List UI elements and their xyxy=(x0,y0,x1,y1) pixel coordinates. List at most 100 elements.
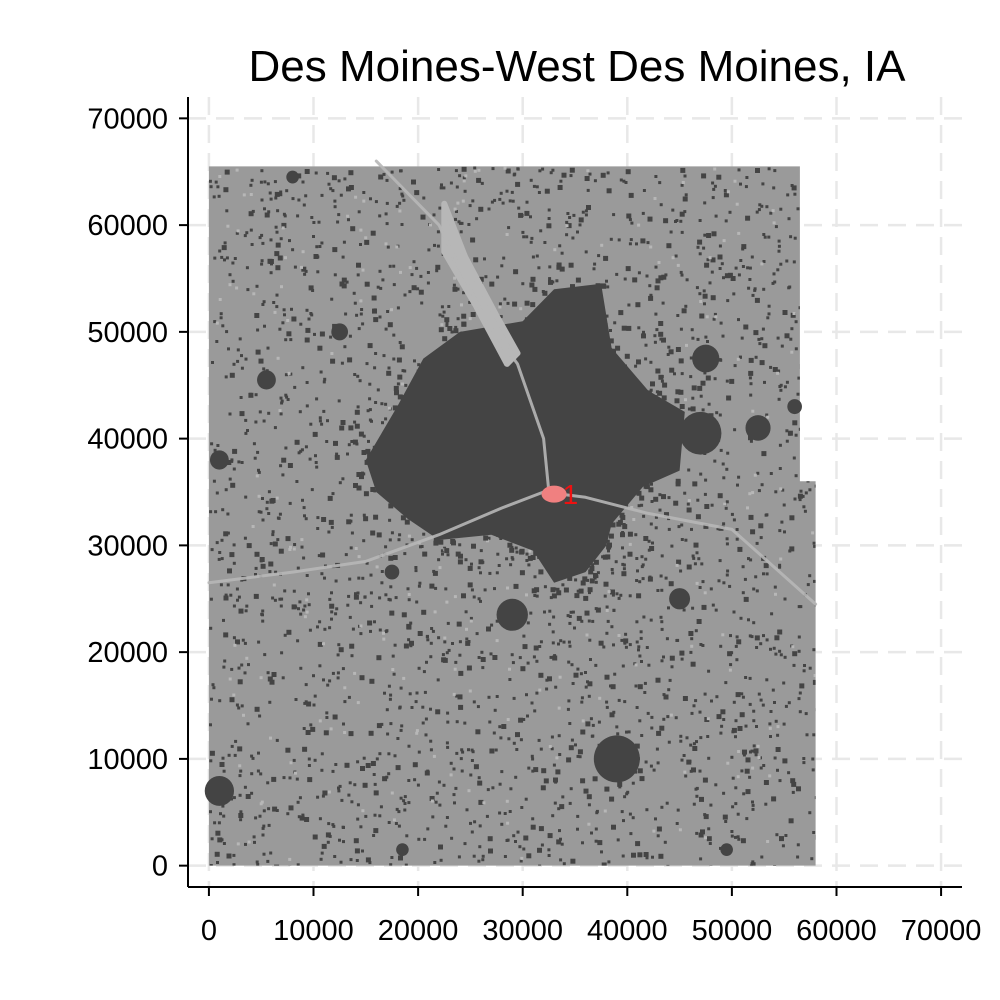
urban-speckle xyxy=(370,230,376,236)
urban-speckle xyxy=(263,324,266,328)
light-speckle xyxy=(255,474,259,478)
urban-speckle xyxy=(445,321,449,325)
urban-speckle xyxy=(691,385,697,391)
urban-speckle xyxy=(799,489,803,493)
urban-speckle xyxy=(490,200,494,204)
urban-speckle xyxy=(373,620,376,624)
light-speckle xyxy=(375,565,379,569)
urban-speckle xyxy=(646,241,650,245)
urban-speckle xyxy=(557,642,560,646)
urban-speckle xyxy=(514,775,518,779)
urban-speckle xyxy=(223,258,226,262)
urban-edge-speckle xyxy=(334,454,340,460)
urban-speckle xyxy=(463,842,467,846)
urban-speckle xyxy=(227,753,231,757)
urban-edge-speckle xyxy=(620,532,625,538)
urban-speckle xyxy=(759,766,763,770)
urban-speckle xyxy=(628,242,632,246)
urban-speckle xyxy=(568,615,572,618)
urban-speckle xyxy=(811,768,815,772)
light-speckle xyxy=(477,168,481,172)
urban-speckle xyxy=(447,648,451,652)
urban-speckle xyxy=(673,372,676,376)
urban-speckle xyxy=(262,809,266,813)
light-speckle xyxy=(294,771,297,775)
urban-speckle xyxy=(532,655,536,659)
urban-speckle xyxy=(256,328,260,332)
urban-speckle xyxy=(333,440,338,446)
urban-speckle xyxy=(304,817,310,822)
light-speckle xyxy=(779,557,783,561)
light-speckle xyxy=(607,590,611,594)
urban-speckle xyxy=(699,643,703,646)
urban-speckle xyxy=(439,186,443,190)
urban-speckle xyxy=(749,439,753,443)
urban-speckle xyxy=(321,517,327,522)
urban-speckle xyxy=(341,283,347,289)
urban-speckle xyxy=(279,237,283,241)
urban-speckle xyxy=(423,690,427,694)
urban-speckle xyxy=(798,691,802,695)
urban-speckle xyxy=(293,385,297,389)
light-speckle xyxy=(440,323,444,327)
urban-speckle xyxy=(347,357,353,363)
urban-speckle xyxy=(641,333,646,339)
urban-speckle xyxy=(278,597,282,601)
urban-speckle xyxy=(610,625,614,629)
urban-speckle xyxy=(580,778,586,784)
urban-speckle xyxy=(742,753,746,757)
urban-speckle xyxy=(629,832,633,836)
urban-speckle xyxy=(432,213,436,217)
light-speckle xyxy=(581,719,585,723)
urban-speckle xyxy=(755,168,760,173)
light-speckle xyxy=(498,305,502,309)
urban-speckle xyxy=(404,383,408,387)
urban-speckle xyxy=(725,573,729,577)
urban-speckle xyxy=(496,275,500,279)
light-speckle xyxy=(464,174,468,178)
urban-speckle xyxy=(765,572,769,576)
urban-speckle xyxy=(596,571,600,575)
urban-speckle xyxy=(734,644,738,648)
urban-speckle xyxy=(269,542,273,546)
urban-speckle xyxy=(690,711,694,715)
urban-speckle xyxy=(450,836,454,840)
urban-speckle xyxy=(334,579,338,583)
urban-speckle xyxy=(499,315,503,319)
urban-speckle xyxy=(777,629,783,635)
urban-speckle xyxy=(437,780,441,784)
urban-speckle xyxy=(640,555,644,559)
urban-speckle xyxy=(402,198,406,202)
urban-speckle xyxy=(336,671,340,675)
urban-speckle xyxy=(475,729,481,735)
light-speckle xyxy=(790,350,794,354)
urban-speckle xyxy=(477,566,481,570)
urban-speckle xyxy=(301,366,305,370)
urban-speckle xyxy=(250,178,254,182)
urban-speckle xyxy=(681,308,687,314)
urban-speckle xyxy=(268,561,274,567)
urban-speckle xyxy=(813,544,816,548)
urban-speckle xyxy=(679,650,685,656)
urban-speckle xyxy=(787,701,791,705)
urban-speckle xyxy=(531,255,535,259)
urban-speckle xyxy=(676,808,680,812)
urban-speckle xyxy=(566,707,570,711)
urban-speckle xyxy=(572,213,576,217)
urban-speckle xyxy=(382,354,386,358)
urban-speckle xyxy=(369,591,373,595)
urban-speckle xyxy=(406,587,410,591)
urban-speckle xyxy=(325,711,329,715)
urban-speckle xyxy=(235,639,240,645)
urban-speckle xyxy=(253,840,256,844)
urban-speckle xyxy=(455,210,458,213)
urban-speckle xyxy=(755,210,759,214)
light-speckle xyxy=(218,298,222,301)
urban-speckle xyxy=(384,545,388,549)
urban-speckle xyxy=(808,811,812,815)
urban-speckle xyxy=(732,700,736,704)
urban-speckle xyxy=(689,743,693,747)
light-speckle xyxy=(391,668,395,671)
light-speckle xyxy=(808,325,812,329)
urban-speckle xyxy=(283,589,287,593)
